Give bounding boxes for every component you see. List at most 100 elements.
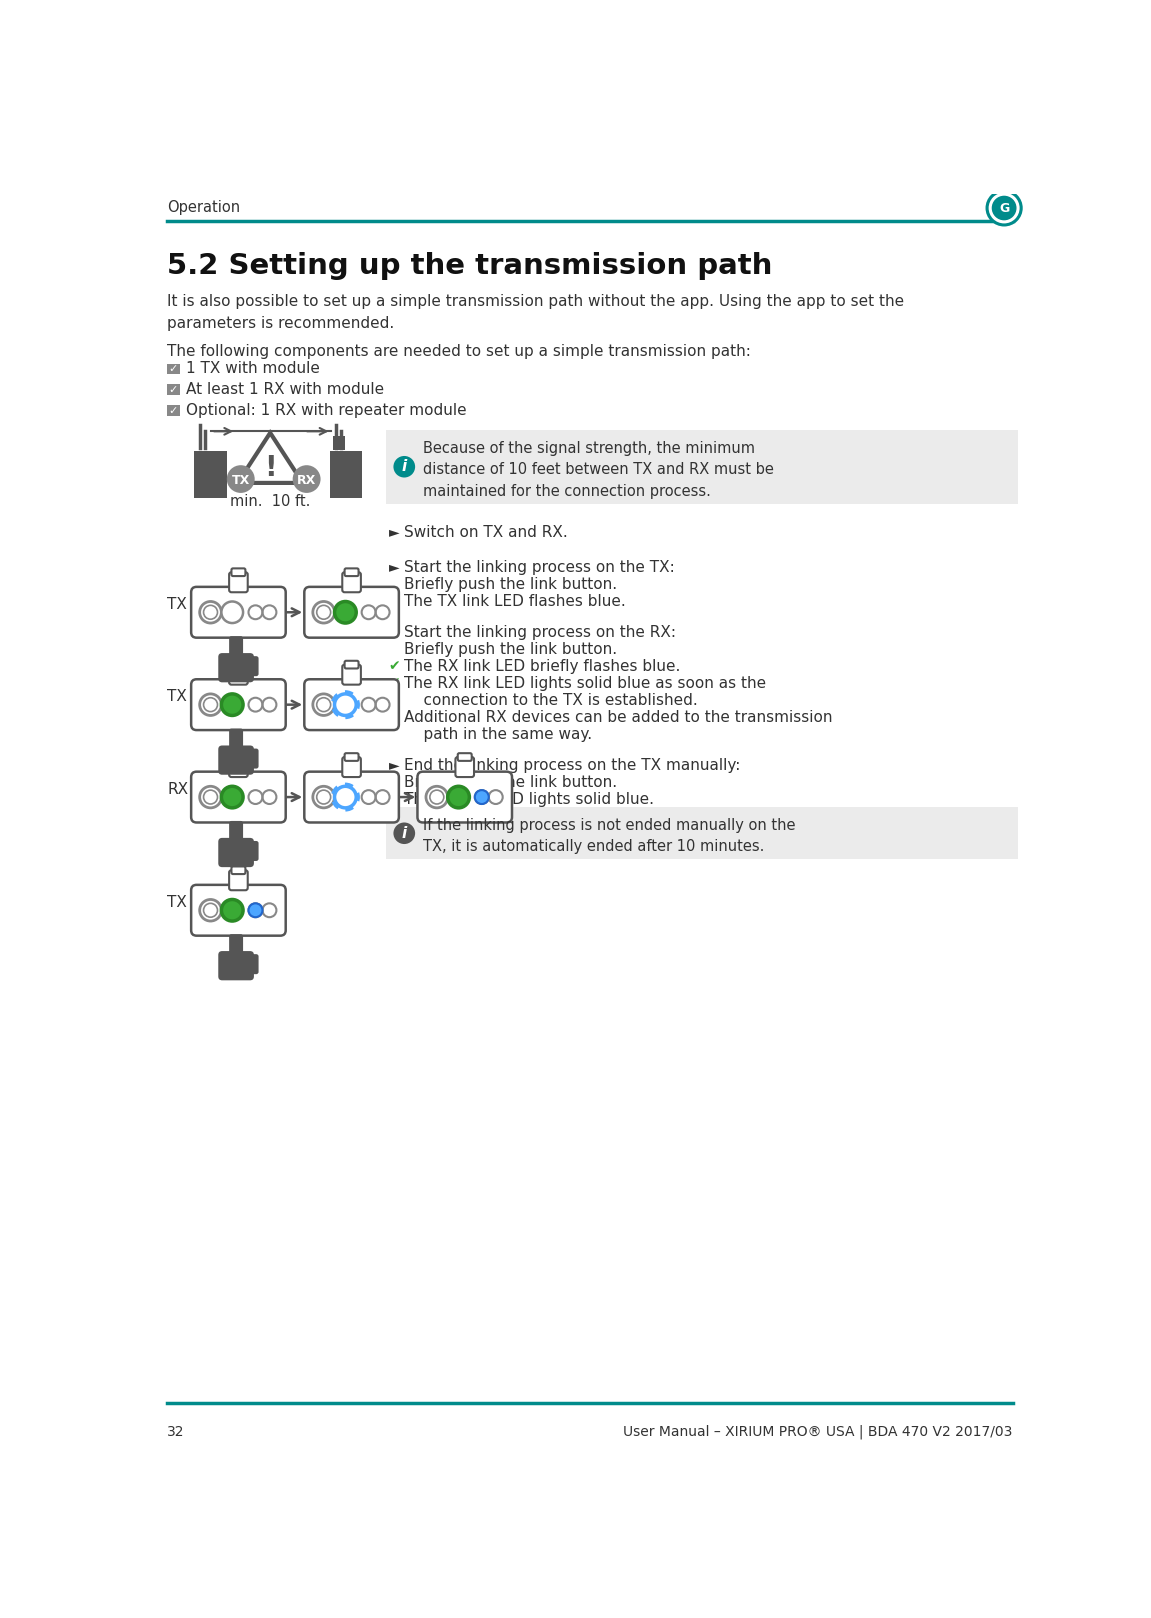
Circle shape — [335, 786, 356, 807]
Text: i: i — [402, 460, 407, 474]
Text: ✔: ✔ — [389, 676, 401, 691]
Circle shape — [475, 790, 489, 804]
FancyBboxPatch shape — [418, 772, 512, 822]
FancyBboxPatch shape — [229, 728, 243, 754]
FancyBboxPatch shape — [458, 754, 472, 760]
FancyBboxPatch shape — [191, 772, 285, 822]
Circle shape — [292, 466, 321, 493]
Text: 32: 32 — [167, 1424, 184, 1438]
FancyBboxPatch shape — [231, 568, 245, 576]
FancyBboxPatch shape — [219, 746, 254, 775]
FancyBboxPatch shape — [245, 841, 259, 861]
Text: Briefly push the link button.: Briefly push the link button. — [404, 642, 617, 657]
Circle shape — [448, 786, 470, 807]
FancyBboxPatch shape — [304, 772, 399, 822]
FancyBboxPatch shape — [344, 660, 359, 668]
Circle shape — [394, 456, 416, 477]
Text: The RX link LED lights solid blue as soon as the: The RX link LED lights solid blue as soo… — [404, 676, 767, 691]
Circle shape — [221, 602, 243, 623]
FancyBboxPatch shape — [167, 364, 180, 374]
Text: connection to the TX is established.: connection to the TX is established. — [404, 693, 698, 709]
FancyBboxPatch shape — [344, 754, 359, 760]
Text: Because of the signal strength, the minimum
distance of 10 feet between TX and R: Because of the signal strength, the mini… — [422, 440, 773, 498]
Text: Briefly push the link button.: Briefly push the link button. — [404, 775, 617, 790]
FancyBboxPatch shape — [229, 573, 247, 592]
FancyBboxPatch shape — [229, 665, 247, 684]
FancyBboxPatch shape — [245, 657, 259, 676]
FancyBboxPatch shape — [231, 866, 245, 874]
Text: The TX link LED lights solid blue.: The TX link LED lights solid blue. — [404, 791, 654, 807]
FancyBboxPatch shape — [386, 807, 1019, 859]
FancyBboxPatch shape — [229, 820, 243, 848]
Text: Operation: Operation — [167, 201, 241, 215]
FancyBboxPatch shape — [342, 573, 361, 592]
Text: G: G — [1000, 202, 1011, 215]
Text: It is also possible to set up a simple transmission path without the app. Using : It is also possible to set up a simple t… — [167, 294, 905, 332]
Text: !: ! — [264, 455, 276, 482]
Text: Start the linking process on the RX:: Start the linking process on the RX: — [404, 626, 677, 641]
Text: min.  10 ft.: min. 10 ft. — [230, 495, 311, 510]
FancyBboxPatch shape — [219, 838, 254, 867]
Text: i: i — [402, 825, 407, 841]
FancyBboxPatch shape — [191, 680, 285, 730]
FancyBboxPatch shape — [245, 749, 259, 769]
Text: path in the same way.: path in the same way. — [404, 726, 593, 743]
Text: ►: ► — [389, 626, 399, 639]
Text: ►: ► — [389, 710, 399, 725]
Text: ✔: ✔ — [389, 791, 401, 806]
Circle shape — [221, 786, 243, 807]
Circle shape — [985, 189, 1023, 227]
FancyBboxPatch shape — [191, 885, 285, 935]
Circle shape — [335, 602, 356, 623]
Text: The RX link LED briefly flashes blue.: The RX link LED briefly flashes blue. — [404, 659, 680, 675]
Circle shape — [394, 822, 416, 845]
Text: Start the linking process on the TX:: Start the linking process on the TX: — [404, 560, 674, 574]
FancyBboxPatch shape — [191, 587, 285, 637]
Circle shape — [992, 196, 1016, 220]
FancyBboxPatch shape — [231, 660, 245, 668]
FancyBboxPatch shape — [456, 757, 474, 777]
FancyBboxPatch shape — [333, 435, 344, 450]
Text: RX: RX — [297, 474, 317, 487]
FancyBboxPatch shape — [231, 754, 245, 760]
Text: Briefly push the link button.: Briefly push the link button. — [404, 578, 617, 592]
FancyBboxPatch shape — [219, 951, 254, 981]
Text: ►: ► — [389, 526, 399, 539]
Text: At least 1 RX with module: At least 1 RX with module — [185, 382, 383, 398]
Text: ►: ► — [389, 560, 399, 574]
Text: If the linking process is not ended manually on the
TX, it is automatically ende: If the linking process is not ended manu… — [422, 817, 795, 854]
Text: ✔: ✔ — [389, 594, 401, 608]
FancyBboxPatch shape — [229, 757, 247, 777]
FancyBboxPatch shape — [386, 430, 1019, 503]
Text: ✓: ✓ — [169, 406, 178, 416]
FancyBboxPatch shape — [330, 450, 363, 498]
Text: ✓: ✓ — [169, 385, 178, 395]
Text: Switch on TX and RX.: Switch on TX and RX. — [404, 526, 569, 540]
FancyBboxPatch shape — [229, 870, 247, 890]
FancyBboxPatch shape — [219, 654, 254, 683]
FancyBboxPatch shape — [344, 568, 359, 576]
Text: The following components are needed to set up a simple transmission path:: The following components are needed to s… — [167, 345, 750, 359]
Circle shape — [221, 694, 243, 715]
Text: 1 TX with module: 1 TX with module — [185, 361, 320, 377]
Text: ►: ► — [389, 757, 399, 772]
FancyBboxPatch shape — [304, 680, 399, 730]
Text: RX: RX — [167, 781, 189, 798]
Circle shape — [221, 900, 243, 921]
Circle shape — [249, 903, 262, 917]
FancyBboxPatch shape — [229, 934, 243, 961]
FancyBboxPatch shape — [245, 955, 259, 974]
Text: User Manual – XIRIUM PRO® USA | BDA 470 V2 2017/03: User Manual – XIRIUM PRO® USA | BDA 470 … — [624, 1424, 1013, 1438]
FancyBboxPatch shape — [342, 665, 361, 684]
Text: End the linking process on the TX manually:: End the linking process on the TX manual… — [404, 757, 740, 773]
FancyBboxPatch shape — [167, 404, 180, 416]
Text: 5.2 Setting up the transmission path: 5.2 Setting up the transmission path — [167, 252, 772, 280]
FancyBboxPatch shape — [229, 636, 243, 662]
Text: TX + RX: TX + RX — [167, 597, 230, 612]
FancyBboxPatch shape — [304, 587, 399, 637]
Text: TX: TX — [167, 895, 186, 909]
Circle shape — [989, 193, 1020, 223]
Text: Optional: 1 RX with repeater module: Optional: 1 RX with repeater module — [185, 403, 466, 417]
Circle shape — [227, 466, 254, 493]
Text: TX: TX — [167, 689, 186, 704]
